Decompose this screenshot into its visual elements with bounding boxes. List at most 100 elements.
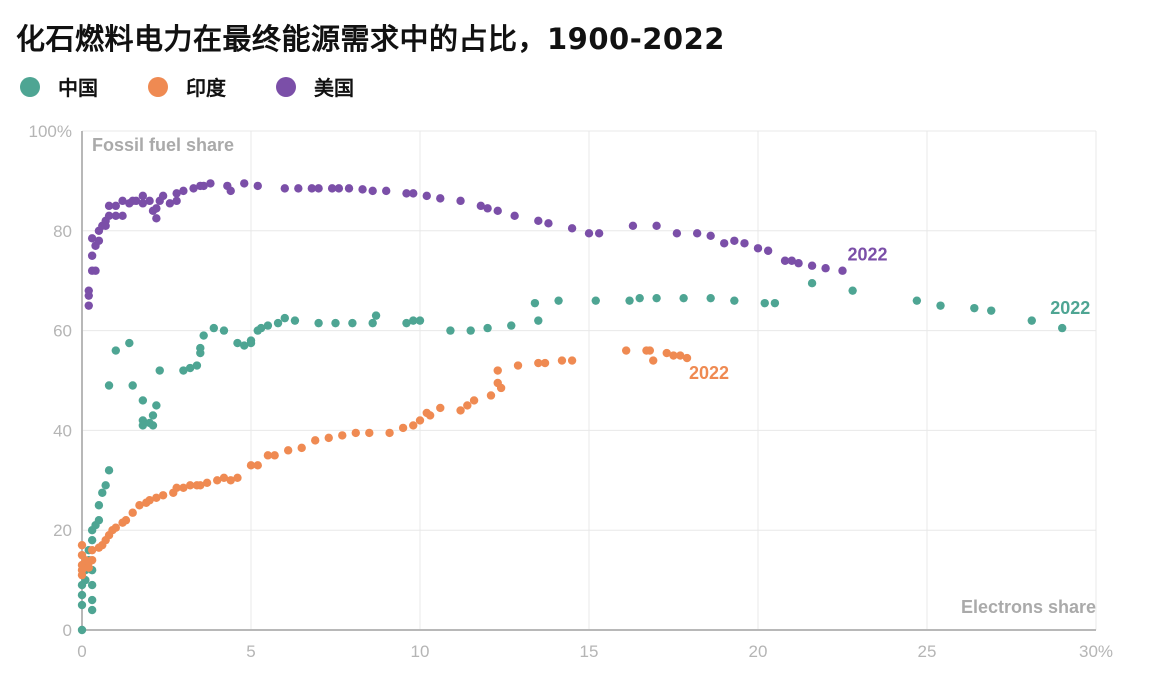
x-tick-label: 25 [918, 642, 937, 661]
data-point-usa [476, 201, 486, 211]
data-point-india [676, 351, 685, 360]
legend-item-china[interactable]: 中国 [20, 72, 98, 101]
data-point-usa [104, 211, 114, 221]
data-point-usa [104, 201, 114, 211]
data-point-china [192, 361, 202, 370]
data-point-usa [794, 259, 803, 268]
data-point-india [496, 383, 506, 393]
data-point-china [314, 318, 323, 328]
data-point-india [202, 478, 212, 487]
data-point-india [669, 351, 678, 360]
data-point-china [152, 401, 161, 410]
data-point-china [246, 336, 256, 345]
data-point-india [270, 451, 279, 460]
data-point-usa [436, 194, 445, 203]
data-point-china [848, 286, 857, 295]
data-point-usa [118, 211, 127, 221]
end-label-india: 2022 [689, 363, 729, 383]
y-tick-label: 80 [53, 222, 72, 241]
data-point-usa [422, 191, 431, 201]
data-point-china [652, 293, 661, 303]
data-point-china [446, 326, 455, 335]
data-point-usa [334, 184, 344, 193]
data-point-china [679, 293, 688, 303]
data-point-usa [544, 219, 553, 228]
data-point-china [280, 313, 289, 323]
data-point-usa [409, 189, 418, 198]
data-point-usa [510, 211, 519, 221]
data-point-china [196, 343, 205, 353]
end-label-china: 2022 [1050, 298, 1090, 318]
data-point-india [196, 481, 205, 490]
data-point-china [554, 296, 563, 305]
data-point-usa [280, 184, 289, 193]
data-point-usa [652, 221, 661, 231]
data-point-india [87, 545, 97, 555]
data-point-india [662, 348, 671, 358]
data-point-india [179, 483, 188, 492]
data-point-china [98, 488, 107, 497]
data-point-china [760, 298, 769, 308]
data-point-china [625, 296, 634, 305]
data-point-china [530, 298, 540, 308]
data-point-china [507, 321, 516, 330]
data-point-usa [189, 184, 198, 193]
data-point-china [706, 293, 715, 303]
data-point-india [226, 476, 235, 485]
data-point-china [770, 298, 780, 308]
data-point-india [338, 431, 347, 440]
data-point-usa [821, 264, 830, 273]
x-tick-label: 5 [246, 642, 255, 661]
data-point-usa [172, 196, 181, 206]
data-point-usa [138, 191, 148, 201]
data-point-china [273, 318, 283, 328]
data-point-usa [131, 196, 141, 206]
y-tick-label: 40 [53, 421, 72, 440]
data-point-usa [172, 189, 181, 198]
data-point-usa [307, 184, 317, 193]
data-point-usa [456, 196, 465, 206]
data-point-india [436, 403, 445, 413]
data-point-usa [672, 229, 682, 238]
legend-label: 印度 [186, 76, 226, 100]
data-point-india [77, 540, 87, 550]
data-point-usa [534, 216, 543, 226]
data-point-china [290, 316, 300, 325]
data-point-usa [138, 199, 148, 208]
data-point-china [936, 301, 945, 310]
data-point-india [557, 356, 567, 365]
data-point-india [513, 361, 523, 370]
data-point-usa [253, 181, 262, 191]
data-point-india [463, 401, 472, 410]
data-point-india [324, 433, 333, 443]
data-point-china [635, 293, 644, 303]
data-point-china [534, 316, 543, 325]
data-point-india [415, 416, 425, 425]
data-point-usa [763, 246, 773, 255]
data-point-india [213, 476, 222, 485]
data-point-india [469, 396, 479, 405]
data-point-india [84, 563, 93, 572]
data-point-china [1058, 323, 1067, 333]
data-point-india [233, 473, 242, 483]
data-point-india [172, 483, 181, 492]
data-point-india [540, 358, 550, 368]
data-point-china [483, 323, 492, 333]
data-point-usa [87, 251, 97, 260]
x-tick-label: 30% [1079, 642, 1113, 661]
legend-item-usa[interactable]: 美国 [276, 72, 354, 101]
data-point-china [104, 466, 114, 475]
data-point-usa [118, 196, 127, 206]
y-tick-label: 100% [29, 122, 72, 141]
data-point-india [456, 406, 465, 415]
data-point-china [94, 516, 104, 525]
legend-item-india[interactable]: 印度 [148, 72, 226, 101]
data-point-india [351, 428, 360, 438]
data-point-india [152, 493, 161, 502]
x-tick-label: 10 [411, 642, 430, 661]
data-point-india [645, 346, 655, 355]
data-point-usa [567, 224, 577, 233]
data-point-india [87, 555, 97, 565]
data-point-china [1027, 316, 1036, 325]
data-point-china [77, 625, 87, 635]
